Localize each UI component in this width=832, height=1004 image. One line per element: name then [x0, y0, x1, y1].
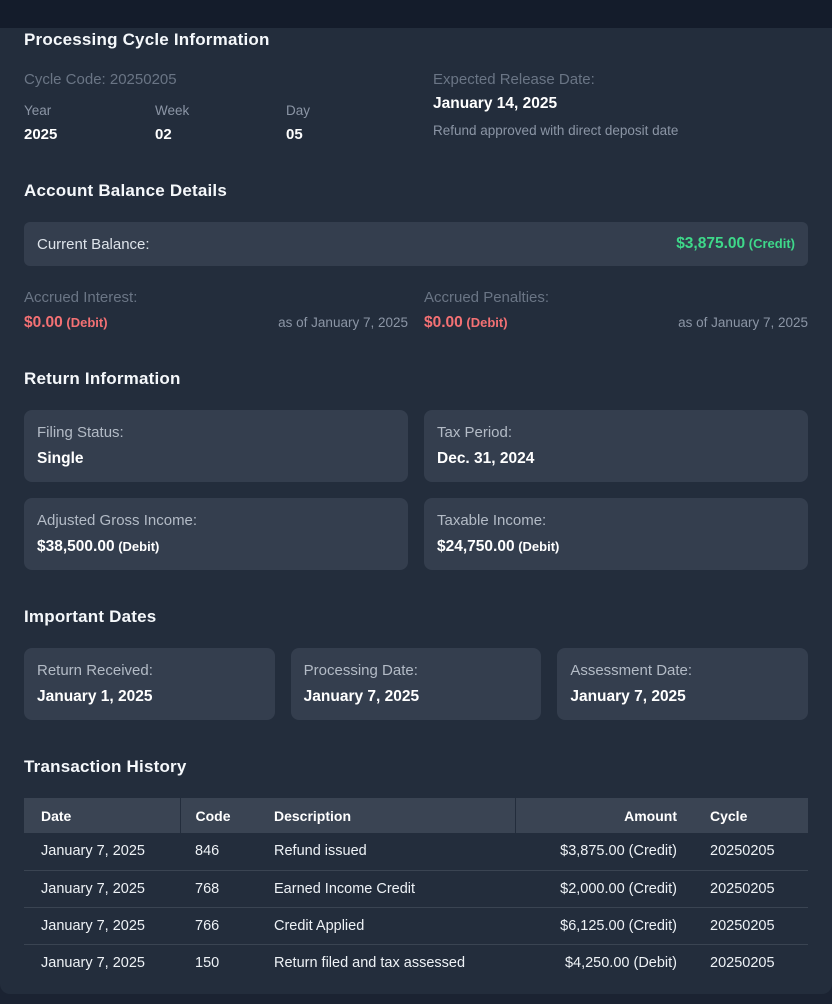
return-received-value: January 1, 2025 [37, 688, 153, 705]
agi-value: $38,500.00 (Debit) [37, 538, 160, 555]
cycle-year: Year 2025 [24, 102, 155, 144]
transaction-table: Date Code Description Amount Cycle Janua… [24, 798, 808, 981]
col-header-cycle: Cycle [690, 798, 808, 833]
tx-code: 846 [195, 843, 220, 860]
cycle-week-label: Week [155, 103, 190, 118]
taxable-income-card: Taxable Income: $24,750.00 (Debit) [424, 498, 808, 570]
tx-date: January 7, 2025 [41, 880, 145, 897]
tx-code: 150 [195, 954, 220, 971]
tx-code: 766 [195, 917, 220, 934]
credit-suffix: (Credit) [745, 236, 795, 251]
assessment-date-card: Assessment Date: January 7, 2025 [557, 648, 808, 720]
tx-cycle: 20250205 [710, 843, 775, 860]
accrued-penalties-block: Accrued Penalties: $0.00 (Debit) as of J… [424, 289, 808, 332]
taxable-income-value: $24,750.00 (Debit) [437, 538, 560, 555]
tax-account-panel: Processing Cycle Information Cycle Code:… [0, 28, 832, 994]
accrued-interest-asof: as of January 7, 2025 [278, 315, 408, 330]
return-information-heading: Return Information [24, 369, 181, 388]
tx-amount: $4,250.00 (Debit) [564, 954, 677, 971]
col-header-date: Date [24, 798, 181, 833]
expected-release-date: January 14, 2025 [433, 95, 558, 112]
filing-status-label: Filing Status: [37, 424, 124, 441]
tx-date: January 7, 2025 [41, 917, 145, 934]
tax-period-label: Tax Period: [437, 424, 513, 441]
accrued-interest-amount: $0.00 (Debit) [24, 314, 108, 331]
debit-suffix: (Debit) [62, 315, 108, 330]
cycle-day: Day 05 [286, 102, 417, 144]
cycle-year-label: Year [24, 103, 52, 118]
tx-cycle: 20250205 [710, 880, 775, 897]
accrued-penalties-asof: as of January 7, 2025 [678, 315, 808, 330]
cycle-year-value: 2025 [24, 126, 58, 143]
filing-status-value: Single [37, 450, 84, 467]
table-row: January 7, 2025 846 Refund issued $3,875… [24, 833, 808, 870]
debit-suffix: (Debit) [462, 315, 508, 330]
table-row: January 7, 2025 766 Credit Applied $6,12… [24, 907, 808, 944]
transaction-history-heading: Transaction History [24, 757, 187, 776]
col-header-code: Code [180, 798, 254, 833]
cycle-code-text: Cycle Code: 20250205 [24, 71, 177, 88]
accrued-penalties-amount: $0.00 (Debit) [424, 314, 508, 331]
assessment-date-label: Assessment Date: [570, 662, 693, 679]
taxable-income-label: Taxable Income: [437, 512, 547, 529]
col-header-amount: Amount [514, 798, 690, 833]
agi-label: Adjusted Gross Income: [37, 512, 198, 529]
tx-description: Credit Applied [274, 917, 365, 934]
tax-period-card: Tax Period: Dec. 31, 2024 [424, 410, 808, 482]
cycle-day-label: Day [286, 103, 311, 118]
debit-suffix: (Debit) [514, 539, 560, 554]
accrued-interest-row: $0.00 (Debit) as of January 7, 2025 [24, 314, 408, 332]
return-received-label: Return Received: [37, 662, 153, 679]
col-header-description: Description [254, 798, 515, 833]
processing-date-label: Processing Date: [303, 662, 418, 679]
tx-cycle: 20250205 [710, 917, 775, 934]
return-information-cards: Filing Status: Single Tax Period: Dec. 3… [24, 410, 808, 570]
cycle-week: Week 02 [155, 102, 286, 144]
important-dates-cards: Return Received: January 1, 2025 Process… [24, 648, 808, 720]
tax-period-value: Dec. 31, 2024 [437, 450, 535, 467]
processing-date-value: January 7, 2025 [303, 688, 420, 705]
year-week-day-row: Year 2025 Week 02 Day 05 [24, 102, 417, 144]
accrued-interest-block: Accrued Interest: $0.00 (Debit) as of Ja… [24, 289, 408, 332]
tx-date: January 7, 2025 [41, 954, 145, 971]
assessment-date-value: January 7, 2025 [570, 688, 686, 705]
expected-release-note: Refund approved with direct deposit date [433, 123, 679, 138]
top-bar [0, 0, 832, 28]
table-row: January 7, 2025 768 Earned Income Credit… [24, 870, 808, 907]
tx-description: Return filed and tax assessed [274, 954, 466, 971]
important-dates-heading: Important Dates [24, 607, 157, 626]
processing-cycle-section: Cycle Code: 20250205 Year 2025 Week 02 D… [24, 71, 808, 144]
accrued-penalties-label: Accrued Penalties: [424, 289, 550, 306]
return-received-card: Return Received: January 1, 2025 [24, 648, 275, 720]
tx-date: January 7, 2025 [41, 843, 145, 860]
transaction-table-header: Date Code Description Amount Cycle [24, 798, 808, 833]
cycle-day-value: 05 [286, 126, 303, 143]
tx-amount: $3,875.00 (Credit) [560, 843, 677, 860]
tx-amount: $6,125.00 (Credit) [560, 917, 677, 934]
account-balance-heading: Account Balance Details [24, 181, 227, 200]
current-balance-amount: $3,875.00 (Credit) [676, 235, 795, 252]
processing-date-card: Processing Date: January 7, 2025 [290, 648, 542, 720]
current-balance-row: Current Balance: $3,875.00 (Credit) [24, 222, 808, 266]
accrued-interest-label: Accrued Interest: [24, 289, 138, 306]
tx-description: Refund issued [274, 843, 367, 860]
current-balance-label: Current Balance: [37, 235, 150, 253]
processing-cycle-heading: Processing Cycle Information [24, 30, 270, 49]
table-row: January 7, 2025 150 Return filed and tax… [24, 944, 808, 981]
accrued-section: Accrued Interest: $0.00 (Debit) as of Ja… [24, 289, 808, 332]
tx-description: Earned Income Credit [274, 880, 416, 897]
expected-release-label: Expected Release Date: [433, 71, 595, 88]
tx-cycle: 20250205 [710, 954, 775, 971]
cycle-week-value: 02 [155, 126, 172, 143]
tx-amount: $2,000.00 (Credit) [560, 880, 677, 897]
accrued-penalties-row: $0.00 (Debit) as of January 7, 2025 [424, 314, 808, 332]
debit-suffix: (Debit) [114, 539, 160, 554]
filing-status-card: Filing Status: Single [24, 410, 408, 482]
cycle-code-block: Cycle Code: 20250205 Year 2025 Week 02 D… [24, 71, 417, 144]
expected-release-block: Expected Release Date: January 14, 2025 … [433, 71, 808, 144]
tx-code: 768 [195, 880, 220, 897]
agi-card: Adjusted Gross Income: $38,500.00 (Debit… [24, 498, 408, 570]
